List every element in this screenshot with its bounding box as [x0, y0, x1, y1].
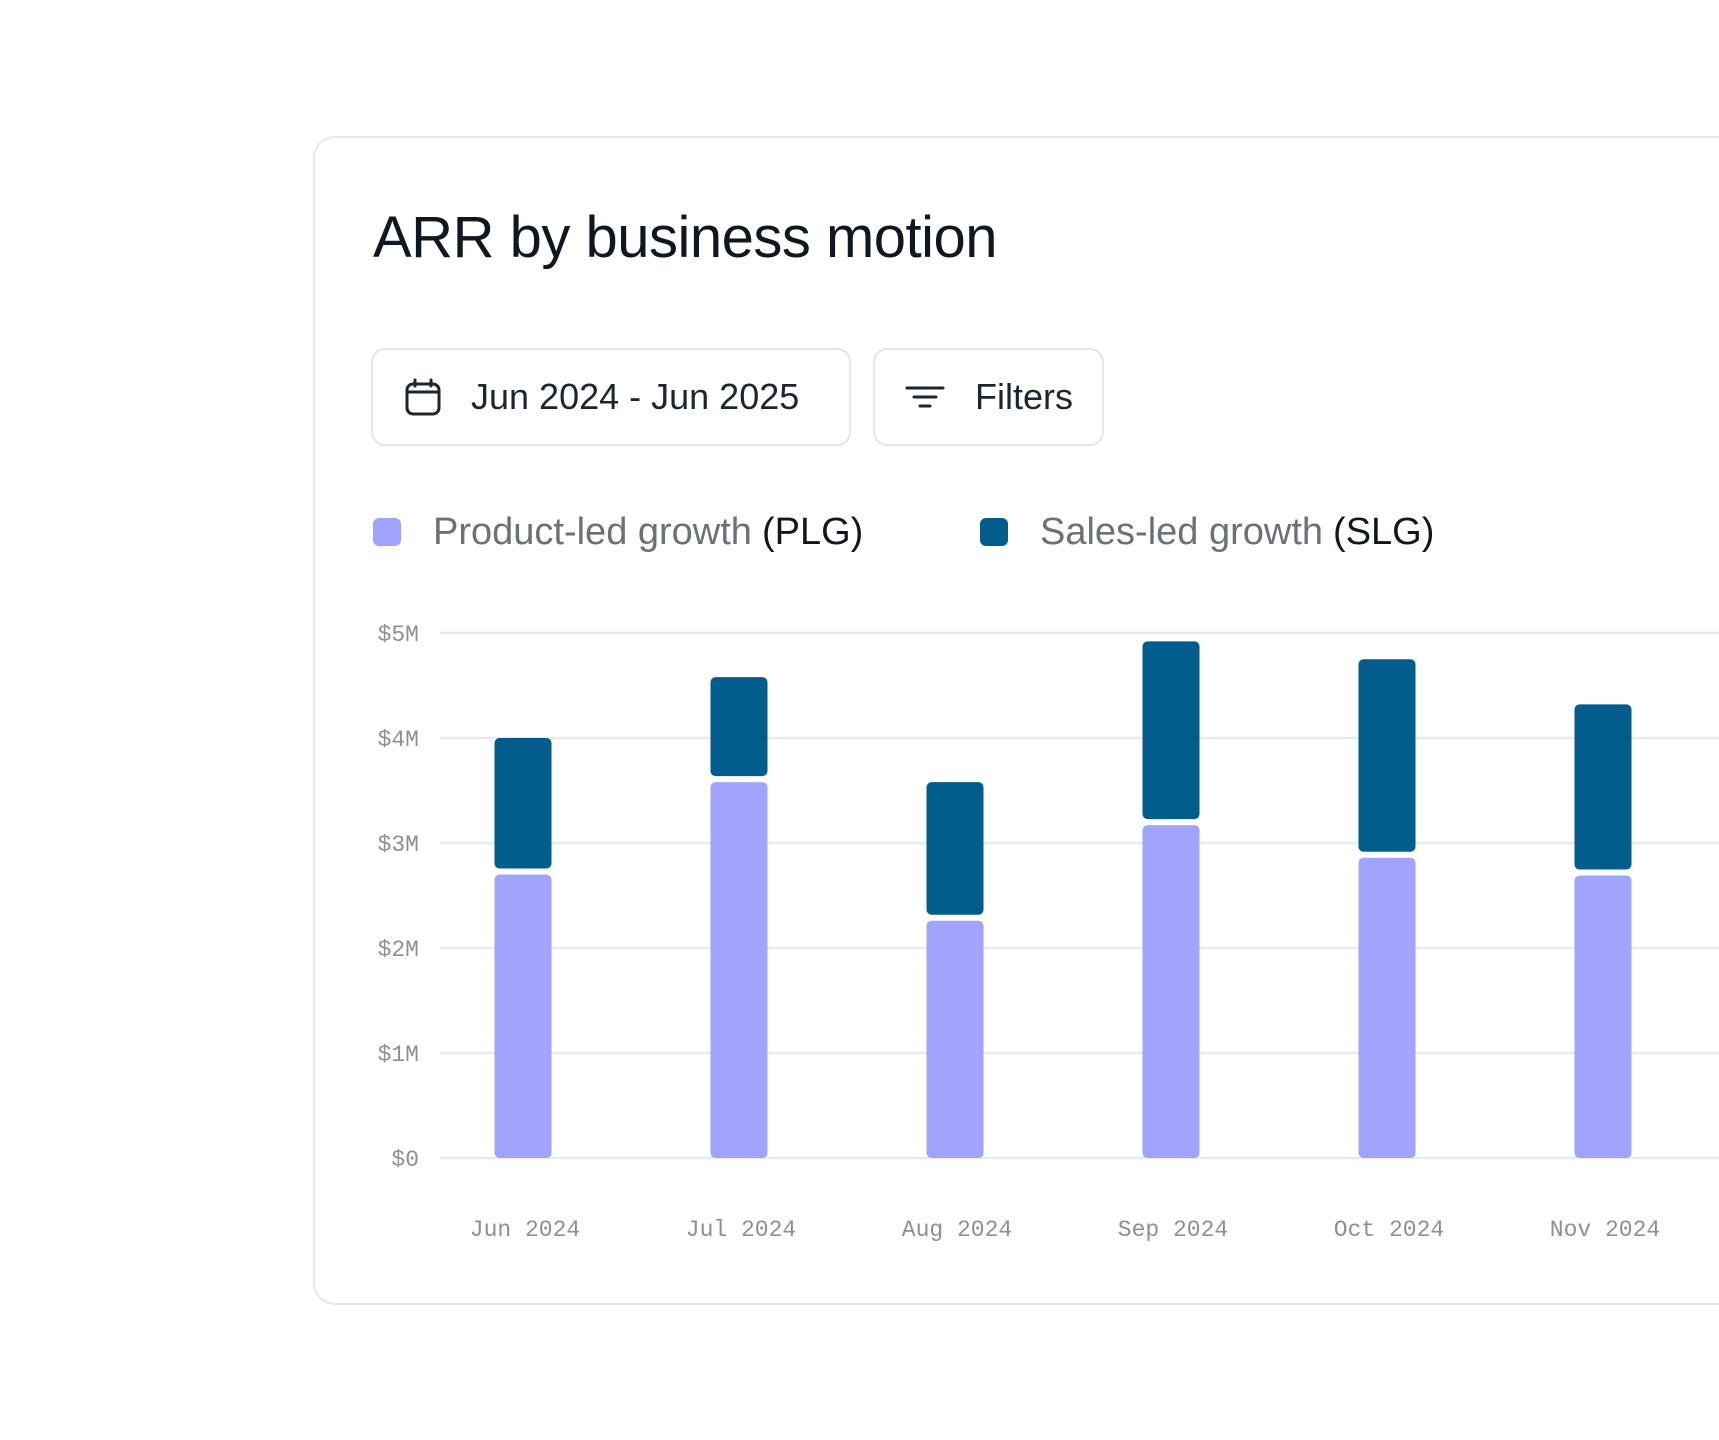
filter-lines-icon: [905, 377, 945, 417]
y-tick-label: $3M: [378, 832, 419, 858]
bar-segment-plg: [1574, 875, 1632, 1158]
x-tick-label: Aug 2024: [902, 1217, 1012, 1243]
bar-segment-plg: [1142, 825, 1200, 1158]
bar-segment-slg: [1142, 641, 1200, 820]
bar-segment-plg: [926, 920, 984, 1158]
calendar-icon: [403, 377, 443, 417]
bar-segment-slg: [494, 738, 552, 869]
legend-name-plg: Product-led growth: [433, 510, 752, 553]
page-title: ARR by business motion: [373, 205, 998, 270]
y-tick-label: $2M: [378, 937, 419, 963]
bar-segment-plg: [710, 782, 768, 1158]
bar-segment-slg: [1358, 659, 1416, 852]
bar-segment-plg: [1358, 857, 1416, 1158]
bar-segment-slg: [1574, 704, 1632, 870]
x-tick-label: Nov 2024: [1550, 1217, 1660, 1243]
x-tick-label: Sep 2024: [1118, 1217, 1228, 1243]
date-range-button[interactable]: Jun 2024 - Jun 2025: [371, 348, 851, 446]
legend-item-plg: Product-led growth (PLG): [373, 504, 863, 560]
x-tick-label: Jun 2024: [470, 1217, 580, 1243]
legend-name-slg: Sales-led growth: [1040, 510, 1324, 553]
x-tick-label: Oct 2024: [1334, 1217, 1444, 1243]
y-tick-label: $5M: [378, 622, 419, 648]
y-tick-label: $4M: [378, 727, 419, 753]
legend-swatch-slg: [980, 518, 1008, 546]
filters-label: Filters: [975, 376, 1073, 417]
legend-swatch-plg: [373, 518, 401, 546]
filters-button[interactable]: Filters: [873, 348, 1104, 446]
y-tick-label: $1M: [378, 1042, 419, 1068]
legend-abbr-plg: (PLG): [761, 510, 864, 553]
date-range-label: Jun 2024 - Jun 2025: [471, 376, 800, 417]
bar-segment-slg: [710, 677, 768, 777]
legend-item-slg: Sales-led growth (SLG): [980, 504, 1434, 560]
bar-segment-plg: [494, 874, 552, 1158]
legend-abbr-slg: (SLG): [1333, 510, 1435, 553]
y-tick-label: $0: [391, 1147, 419, 1173]
bar-segment-slg: [926, 782, 984, 915]
x-tick-label: Jul 2024: [686, 1217, 796, 1243]
